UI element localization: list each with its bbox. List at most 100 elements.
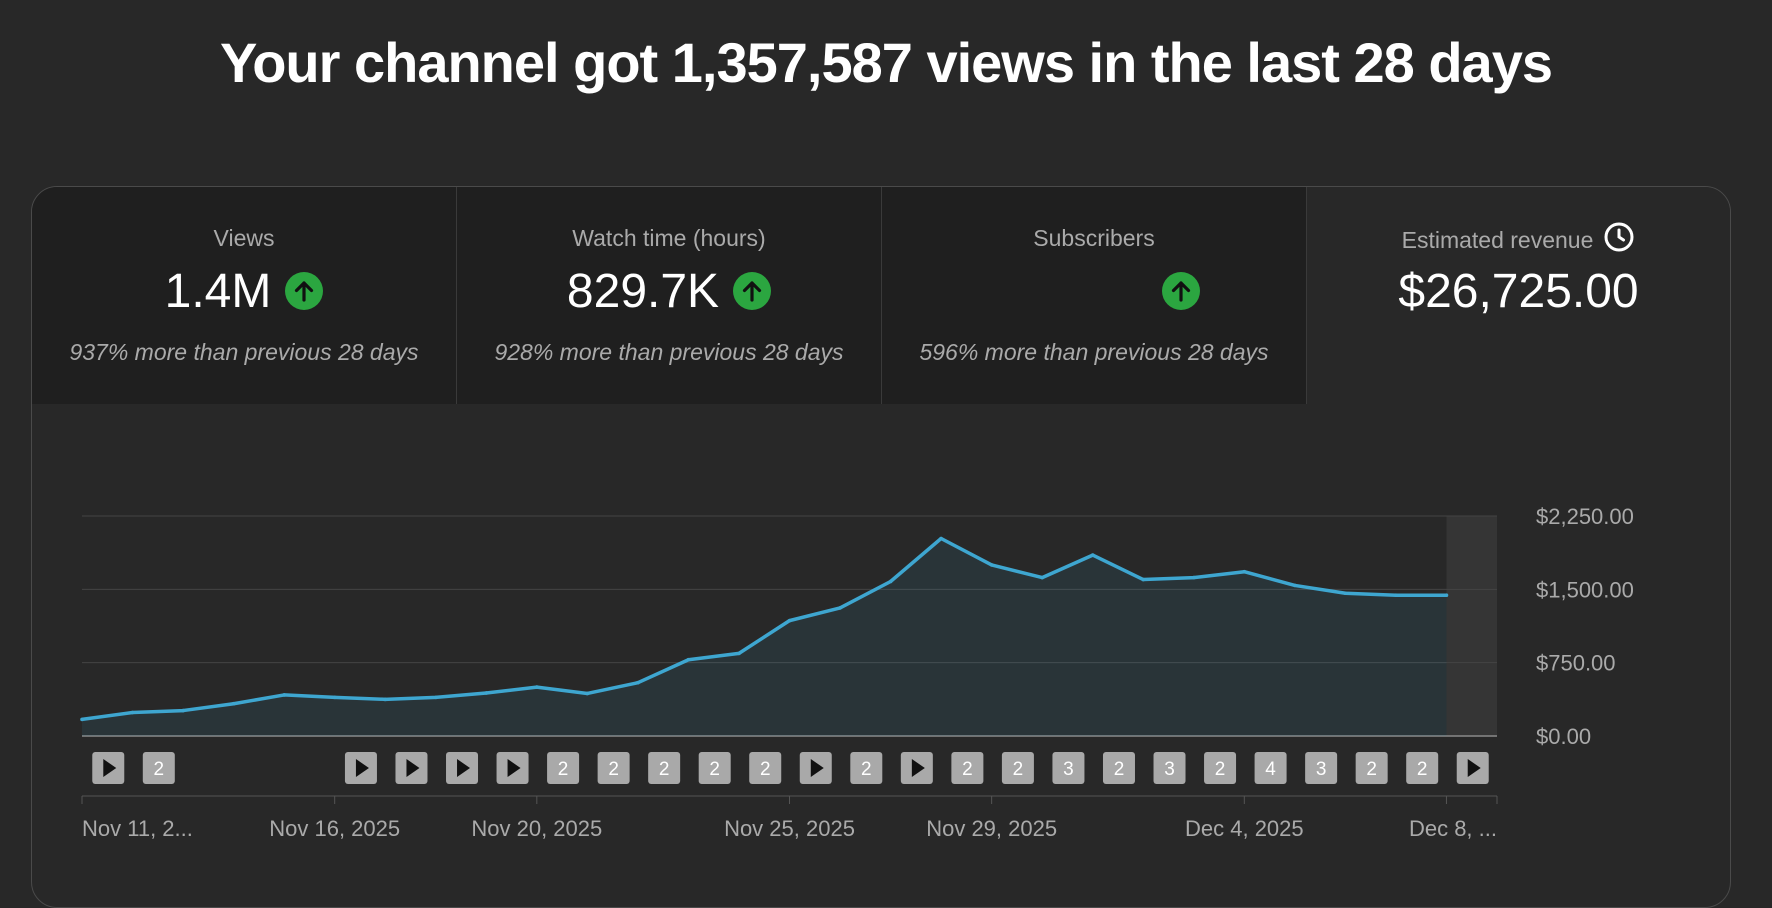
clock-icon xyxy=(1603,221,1635,259)
data-point xyxy=(433,695,438,700)
data-point xyxy=(989,563,994,567)
video-count-marker xyxy=(1305,752,1338,784)
data-point xyxy=(585,691,590,696)
video-count-marker xyxy=(698,752,731,784)
metric-comparison: 928% more than previous 28 days xyxy=(494,339,844,365)
metric-comparison: 937% more than previous 28 days xyxy=(69,339,419,365)
y-tick-label: $750.00 xyxy=(1536,651,1616,676)
video-count-label: 2 xyxy=(608,759,619,780)
video-count-marker xyxy=(142,752,175,784)
x-tick-label: Dec 4, 2025 xyxy=(1185,816,1304,841)
y-tick-label: $2,250.00 xyxy=(1536,504,1634,529)
video-count-marker xyxy=(1254,752,1287,784)
video-count-marker xyxy=(1102,752,1135,784)
arrow-up-icon xyxy=(285,272,324,310)
video-count-marker xyxy=(1001,752,1034,784)
metric-tab-watch-time[interactable]: Watch time (hours) 829.7K 928% more than… xyxy=(457,187,882,404)
video-count-label: 3 xyxy=(1164,759,1175,780)
data-point xyxy=(1141,577,1146,582)
metric-value: $26,725.00 xyxy=(1398,264,1639,318)
metric-title: Watch time (hours) xyxy=(572,225,766,251)
video-count-label: 2 xyxy=(1366,759,1377,780)
video-count-label: 2 xyxy=(1215,759,1226,780)
data-point xyxy=(535,685,539,689)
play-icon xyxy=(810,759,824,777)
data-point xyxy=(80,717,84,722)
data-point xyxy=(332,695,337,700)
x-tick-label: Nov 25, 2025 xyxy=(724,816,855,841)
x-tick-label: Nov 20, 2025 xyxy=(471,816,602,841)
data-point xyxy=(1191,575,1196,580)
video-count-marker xyxy=(547,752,580,784)
data-point xyxy=(130,710,135,715)
data-point xyxy=(939,536,943,541)
video-count-label: 2 xyxy=(1417,759,1428,780)
play-icon xyxy=(406,759,420,777)
data-point xyxy=(787,618,792,623)
metric-title: Estimated revenue xyxy=(1401,227,1594,254)
metric-tab-views[interactable]: Views 1.4M 937% more than previous 28 da… xyxy=(32,187,457,404)
data-point xyxy=(484,691,489,695)
play-icon xyxy=(507,759,521,777)
play-icon xyxy=(911,759,925,777)
arrow-up-icon xyxy=(733,272,772,310)
video-count-label: 2 xyxy=(1114,759,1125,780)
metric-title: Subscribers xyxy=(1033,225,1155,251)
play-icon xyxy=(1467,759,1481,777)
video-count-marker xyxy=(749,752,782,784)
data-point xyxy=(1444,593,1449,597)
video-count-label: 2 xyxy=(558,759,569,780)
metric-comparison: 596% more than previous 28 days xyxy=(919,339,1269,365)
video-count-label: 2 xyxy=(962,759,973,780)
data-point xyxy=(1343,591,1348,596)
video-count-marker xyxy=(850,752,883,784)
video-count-label: 2 xyxy=(709,759,720,780)
data-point xyxy=(636,680,640,685)
revenue-line xyxy=(81,536,1447,722)
play-icon xyxy=(457,759,471,777)
data-point xyxy=(838,606,842,610)
play-icon xyxy=(355,759,369,777)
video-count-marker xyxy=(951,752,984,784)
video-count-marker xyxy=(1204,752,1237,784)
video-count-label: 2 xyxy=(861,759,872,780)
video-count-label: 2 xyxy=(760,759,771,780)
x-tick-label: Nov 29, 2025 xyxy=(926,816,1057,841)
video-count-marker xyxy=(597,752,630,784)
x-tick-label: Nov 11, 2... xyxy=(82,816,193,841)
metric-tab-estimated-revenue[interactable]: Estimated revenue $26,725.00 xyxy=(1307,187,1730,404)
video-count-marker xyxy=(1355,752,1388,784)
x-tick-label: Dec 8, ... xyxy=(1409,816,1497,841)
video-count-label: 4 xyxy=(1265,759,1276,780)
video-count-marker xyxy=(648,752,681,784)
play-icon xyxy=(103,759,117,777)
data-point xyxy=(1293,583,1297,588)
data-point xyxy=(1090,553,1095,557)
x-tick-label: Nov 16, 2025 xyxy=(269,816,400,841)
metric-title: Views xyxy=(213,225,275,251)
analytics-card: $2,250.00 $1,500.00 $750.00 $0.00 2 2 2 2 2 2 2 2 2 3… xyxy=(31,186,1731,908)
data-point xyxy=(231,701,236,706)
video-count-marker xyxy=(1153,752,1186,784)
y-tick-label: $1,500.00 xyxy=(1536,577,1634,602)
revenue-chart: $2,250.00 $1,500.00 $750.00 $0.00 2 2 2 2 2 2 2 2 2 3… xyxy=(80,504,1634,841)
partial-day-shade xyxy=(1446,516,1497,736)
video-count-label: 2 xyxy=(154,759,165,780)
video-count-label: 3 xyxy=(1063,759,1074,780)
metric-value: 1.4M xyxy=(164,264,272,318)
page-headline: Your channel got 1,357,587 views in the … xyxy=(220,31,1553,94)
video-count-label: 2 xyxy=(1013,759,1024,780)
data-point xyxy=(1040,575,1044,580)
video-count-label: 3 xyxy=(1316,759,1327,780)
video-count-marker xyxy=(1406,752,1439,784)
data-point xyxy=(1242,569,1247,574)
data-point xyxy=(888,579,893,584)
arrow-up-icon xyxy=(1162,272,1200,310)
data-point xyxy=(686,657,691,662)
metric-value: 829.7K xyxy=(566,264,720,318)
metric-tabs: Views 1.4M 937% more than previous 28 da… xyxy=(32,187,1730,404)
data-point xyxy=(1394,593,1398,597)
metric-tab-subscribers[interactable]: Subscribers 596% more than previous 28 d… xyxy=(882,187,1307,404)
video-count-marker xyxy=(1052,752,1085,784)
data-point xyxy=(282,693,286,697)
